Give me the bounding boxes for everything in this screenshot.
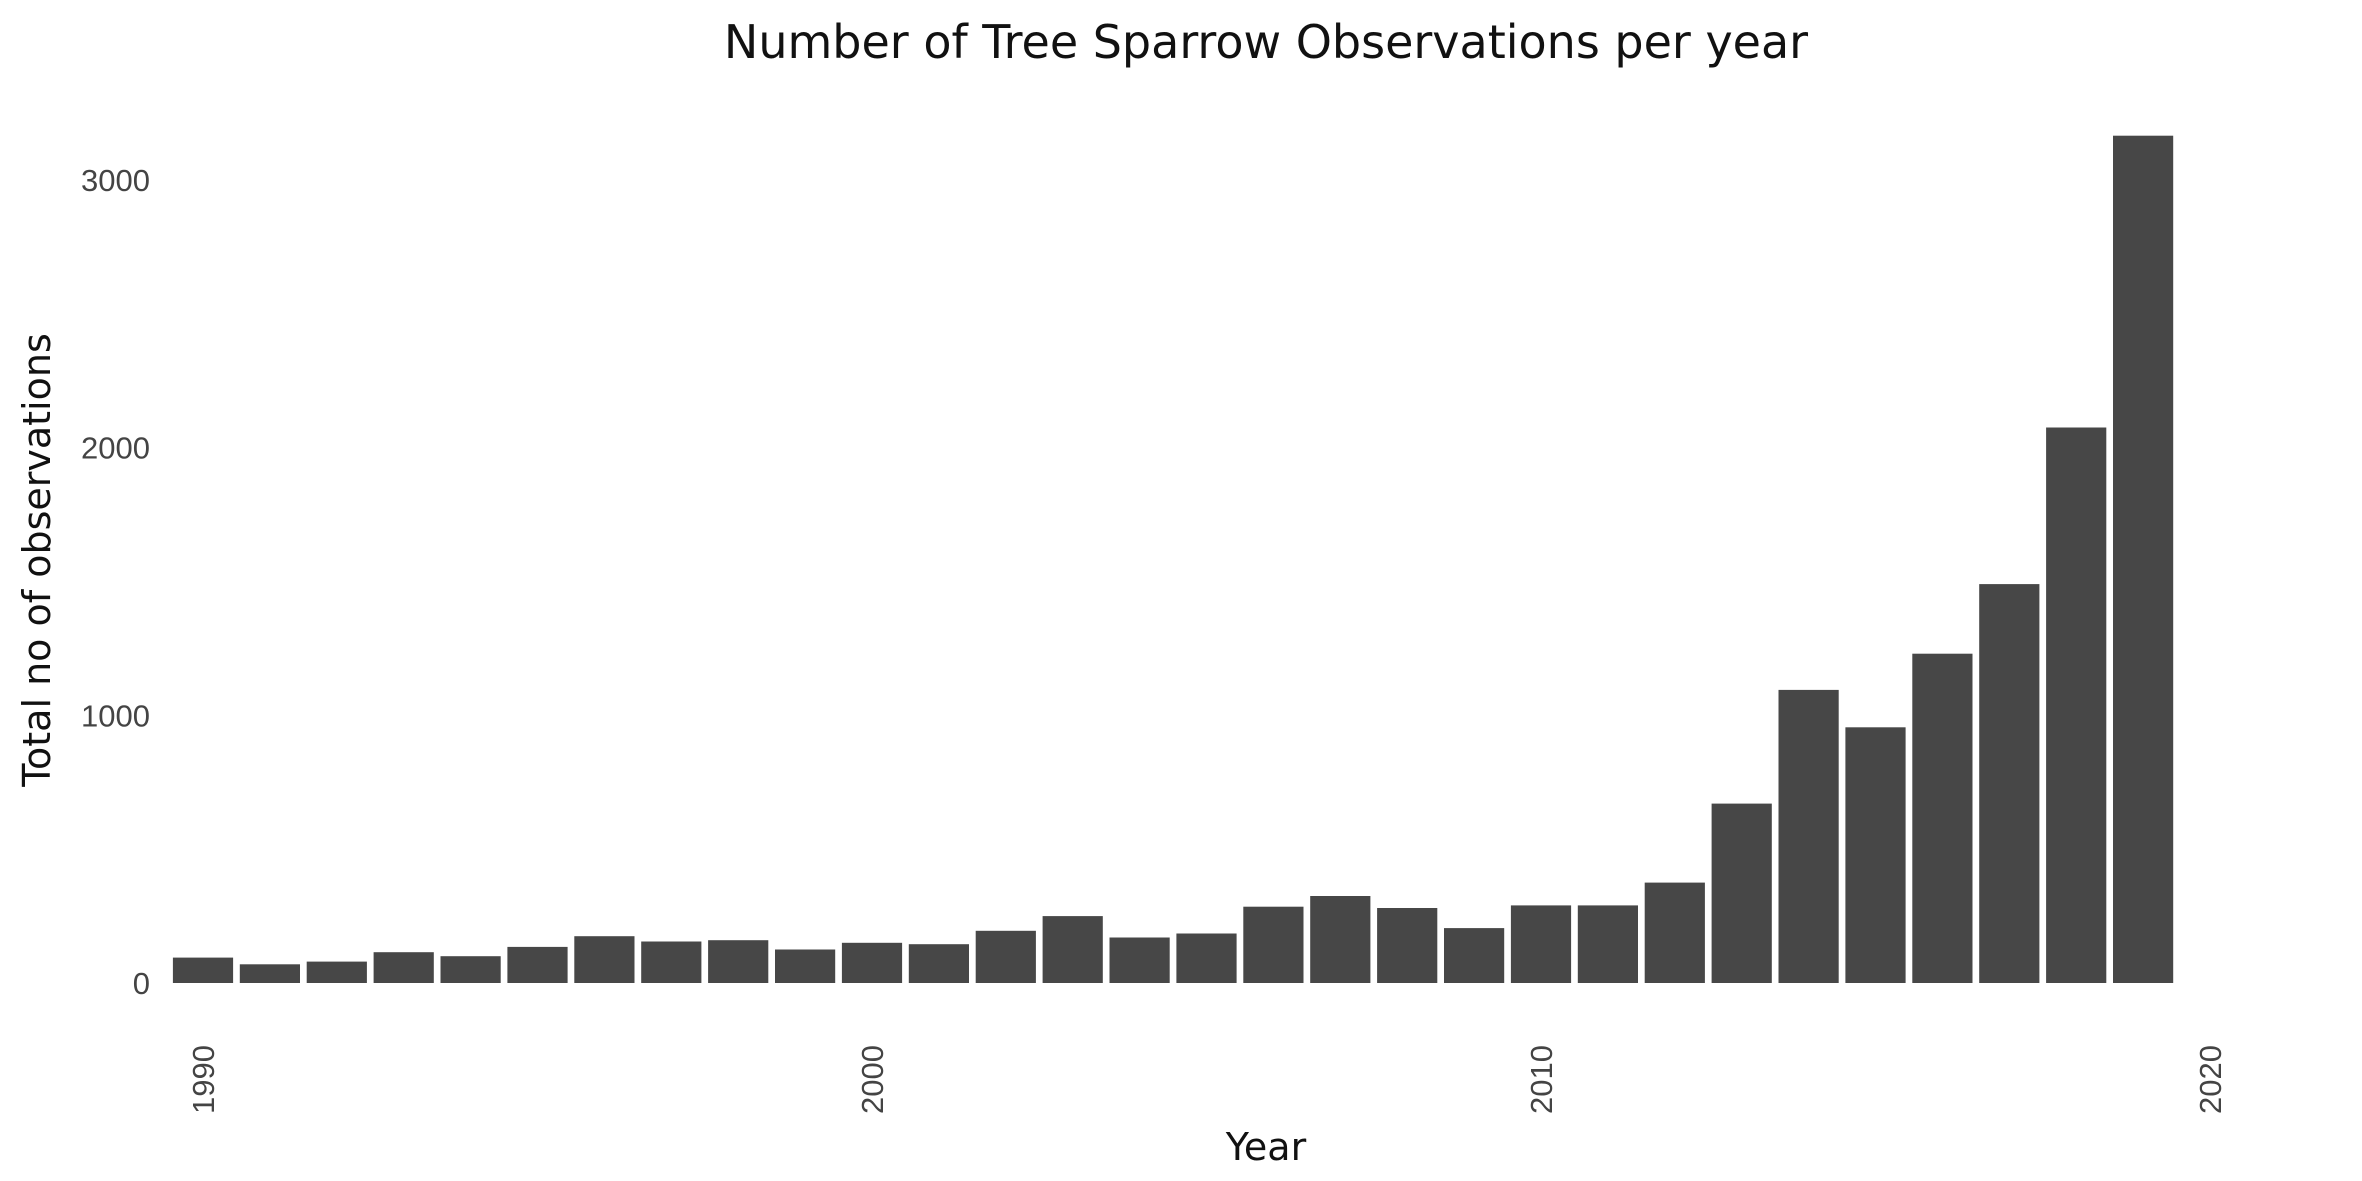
x-tick-label-2010: 2010 [1524, 1045, 1559, 1114]
bar-1991 [239, 964, 300, 983]
bar-2019 [2113, 135, 2174, 983]
bar-2005 [1176, 933, 1237, 983]
bar-2000 [841, 942, 903, 983]
bar-2003 [1042, 916, 1103, 983]
bar-2004 [1109, 937, 1170, 983]
y-axis-ticks: 0 1000 2000 3000 [81, 163, 150, 1001]
bar-2015 [1845, 727, 1906, 983]
bar-1993 [373, 952, 434, 983]
x-axis-title: Year [1225, 1125, 1307, 1169]
bar-2013 [1711, 803, 1772, 983]
bar-2016 [1912, 653, 1973, 983]
bar-2001 [908, 944, 969, 983]
x-tick-label-2020: 2020 [2193, 1045, 2228, 1114]
bar-1990 [172, 957, 234, 983]
bar-2002 [975, 930, 1036, 983]
x-tick-label-1990: 1990 [186, 1045, 221, 1114]
bar-1992 [306, 961, 367, 983]
bar-2017 [1979, 584, 2040, 983]
x-tick-label-2000: 2000 [855, 1045, 890, 1114]
bar-1997 [641, 941, 702, 983]
y-tick-label-0: 0 [133, 966, 150, 1001]
y-tick-label-3000: 3000 [81, 163, 150, 198]
bars-group [172, 135, 2174, 983]
bar-2008 [1377, 908, 1438, 983]
chart-title: Number of Tree Sparrow Observations per … [724, 15, 1808, 69]
y-axis-title: Total no of observations [15, 333, 59, 787]
bar-1996 [574, 936, 635, 983]
bar-2010 [1510, 905, 1572, 983]
bar-2006 [1243, 906, 1304, 983]
bar-1999 [775, 949, 836, 983]
x-axis-ticks: 1990 2000 2010 2020 [186, 1045, 2228, 1114]
bar-1998 [708, 940, 769, 983]
bar-1995 [507, 946, 568, 983]
bar-2007 [1310, 896, 1371, 983]
bar-2018 [2046, 427, 2107, 983]
bar-2009 [1444, 928, 1505, 983]
bar-1994 [440, 956, 501, 983]
y-tick-label-1000: 1000 [81, 698, 150, 733]
y-tick-label-2000: 2000 [81, 431, 150, 466]
bar-2014 [1778, 689, 1839, 983]
bar-2011 [1577, 905, 1638, 983]
bar-2012 [1644, 882, 1705, 983]
